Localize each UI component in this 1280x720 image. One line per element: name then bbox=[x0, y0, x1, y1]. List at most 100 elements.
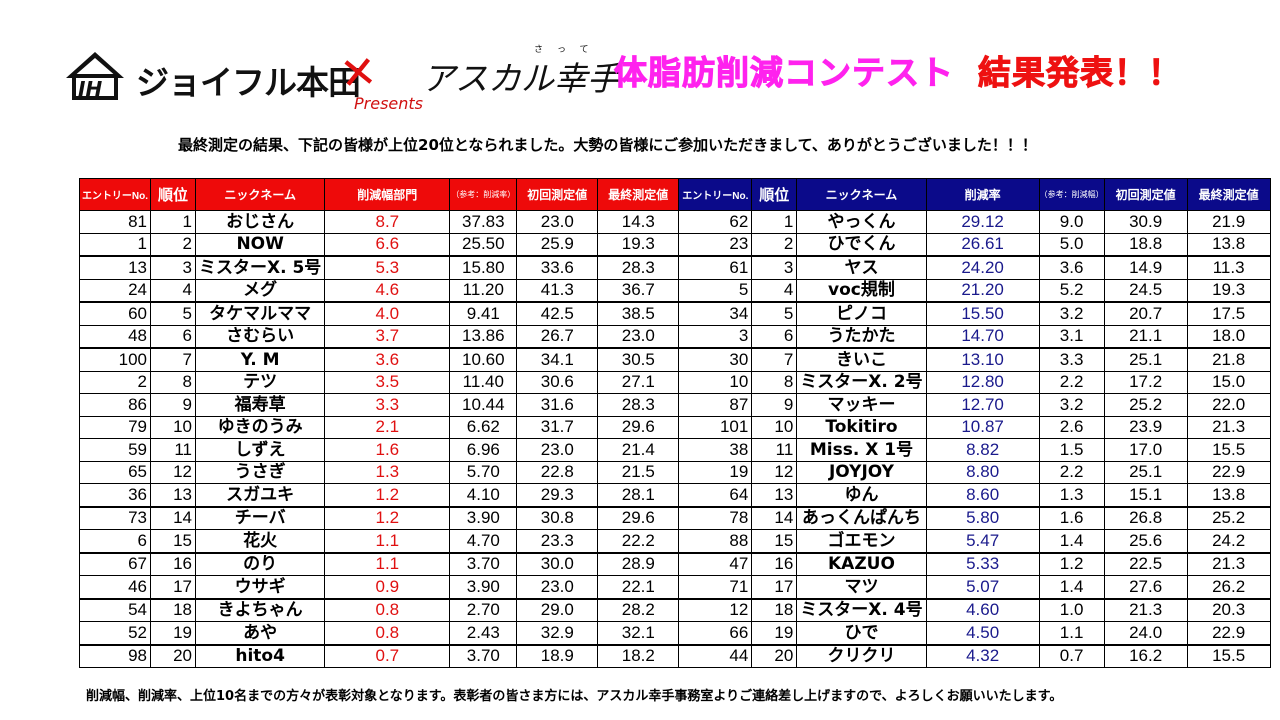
cell-left-rank: 20 bbox=[150, 644, 196, 668]
cell-right-ref-reduction: 1.5 bbox=[1038, 438, 1105, 462]
cell-left-reduction: 0.9 bbox=[324, 575, 451, 600]
cell-left-ref-rate: 6.96 bbox=[449, 438, 518, 462]
cell-left-first: 33.6 bbox=[516, 256, 599, 280]
cell-right-rate: 21.20 bbox=[925, 279, 1040, 303]
cell-right-entry: 71 bbox=[678, 575, 753, 600]
cell-left-final: 28.3 bbox=[597, 256, 680, 280]
table-row: 59 11 しずえ 1.6 6.96 23.0 21.4 38 11 Miss. X 1号 8.82… bbox=[79, 438, 1271, 462]
cell-right-rank: 11 bbox=[751, 438, 798, 462]
cell-right-rank: 9 bbox=[751, 393, 798, 417]
table-row: 46 17 ウサギ 0.9 3.90 23.0 22.1 71 17 マツ 5.07 1.4 27.6 2… bbox=[79, 575, 1271, 600]
cell-left-final: 30.5 bbox=[597, 348, 680, 372]
cell-left-entry: 73 bbox=[79, 506, 151, 530]
cell-right-nickname: ピノコ bbox=[796, 302, 927, 326]
cell-left-entry: 48 bbox=[79, 325, 151, 349]
svg-text:JH: JH bbox=[74, 77, 102, 100]
cell-left-entry: 46 bbox=[79, 575, 151, 600]
cell-right-final: 22.9 bbox=[1186, 621, 1271, 646]
cell-right-ref-reduction: 9.0 bbox=[1038, 210, 1105, 234]
cell-right-final: 21.8 bbox=[1186, 348, 1271, 372]
cell-right-rate: 8.80 bbox=[925, 461, 1040, 484]
cell-right-first: 25.2 bbox=[1103, 393, 1188, 417]
table-row: 52 19 あや 0.8 2.43 32.9 32.1 66 19 ひで 4.50 1.1 24.0 22… bbox=[79, 621, 1271, 646]
cell-left-nickname: のり bbox=[194, 552, 326, 576]
cell-left-first: 30.8 bbox=[516, 506, 599, 530]
cell-right-entry: 62 bbox=[678, 210, 753, 234]
cell-right-ref-reduction: 3.6 bbox=[1038, 256, 1105, 280]
cell-left-nickname: ミスターX. 5号 bbox=[194, 256, 326, 280]
cell-right-rate: 8.60 bbox=[925, 483, 1040, 508]
cell-left-entry: 2 bbox=[79, 371, 151, 394]
cell-right-ref-reduction: 1.1 bbox=[1038, 621, 1105, 646]
cell-right-ref-reduction: 1.2 bbox=[1038, 552, 1105, 576]
cell-left-final: 14.3 bbox=[597, 210, 680, 234]
cell-right-nickname: ミスターX. 2号 bbox=[796, 371, 927, 394]
cell-left-first: 29.3 bbox=[516, 483, 599, 508]
cell-right-entry: 10 bbox=[678, 371, 753, 394]
partner-ruby: さって bbox=[534, 45, 603, 55]
table-row: 98 20 hito4 0.7 3.70 18.9 18.2 44 20 クリクリ 4.32 0.7 1… bbox=[79, 644, 1271, 668]
cell-left-rank: 11 bbox=[150, 438, 196, 462]
cell-left-nickname: チーバ bbox=[194, 506, 326, 530]
cell-left-final: 21.4 bbox=[597, 438, 680, 462]
cell-left-reduction: 1.3 bbox=[324, 461, 451, 484]
cell-right-first: 22.5 bbox=[1103, 552, 1188, 576]
cell-left-nickname: メグ bbox=[194, 279, 326, 303]
cell-left-reduction: 1.6 bbox=[324, 438, 451, 462]
results-table: エントリーNo. 順位 ニックネーム 削減幅部門 （参考：削減率） 初回測定値 … bbox=[79, 178, 1271, 668]
header-right-nickname: ニックネーム bbox=[796, 178, 927, 211]
cell-right-nickname: ゴエモン bbox=[796, 529, 927, 554]
cell-right-final: 24.2 bbox=[1186, 529, 1271, 554]
cell-left-first: 32.9 bbox=[516, 621, 599, 646]
cell-left-entry: 1 bbox=[79, 233, 151, 257]
cell-right-first: 24.0 bbox=[1103, 621, 1188, 646]
cell-left-final: 22.2 bbox=[597, 529, 680, 554]
cell-left-entry: 59 bbox=[79, 438, 151, 462]
cell-right-final: 15.5 bbox=[1186, 644, 1271, 668]
cell-right-entry: 64 bbox=[678, 483, 753, 508]
cell-right-nickname: ひでくん bbox=[796, 233, 927, 257]
cell-left-reduction: 3.3 bbox=[324, 393, 451, 417]
cell-right-final: 18.0 bbox=[1186, 325, 1271, 349]
cell-right-final: 13.8 bbox=[1186, 233, 1271, 257]
cell-left-reduction: 3.6 bbox=[324, 348, 451, 372]
cell-left-nickname: スガユキ bbox=[194, 483, 326, 508]
cell-left-rank: 9 bbox=[150, 393, 196, 417]
table-row: 81 1 おじさん 8.7 37.83 23.0 14.3 62 1 やっくん 29.12 9.0 30… bbox=[79, 210, 1271, 234]
cell-right-first: 30.9 bbox=[1103, 210, 1188, 234]
cell-right-entry: 61 bbox=[678, 256, 753, 280]
cell-left-first: 30.6 bbox=[516, 371, 599, 394]
cell-left-first: 34.1 bbox=[516, 348, 599, 372]
page-title: 体脂肪削減コンテスト 結果発表！！ bbox=[614, 46, 1182, 94]
cell-right-rate: 4.32 bbox=[925, 644, 1040, 668]
cell-left-first: 23.0 bbox=[516, 575, 599, 600]
table-row: 60 5 タケマルママ 4.0 9.41 42.5 38.5 34 5 ピノコ 15.50 3.2 20… bbox=[79, 302, 1271, 326]
cell-left-rank: 3 bbox=[150, 256, 196, 280]
cell-right-final: 21.9 bbox=[1186, 210, 1271, 234]
cell-left-rank: 10 bbox=[150, 416, 196, 439]
cell-right-entry: 5 bbox=[678, 279, 753, 303]
cell-right-first: 18.8 bbox=[1103, 233, 1188, 257]
table-row: 79 10 ゆきのうみ 2.1 6.62 31.7 29.6 101 10 Tokitiro 10.… bbox=[79, 416, 1271, 439]
cell-right-nickname: Miss. X 1号 bbox=[796, 438, 927, 462]
cell-left-nickname: テツ bbox=[194, 371, 326, 394]
header-right-first: 初回測定値 bbox=[1103, 178, 1188, 211]
cell-right-entry: 87 bbox=[678, 393, 753, 417]
cell-right-rate: 26.61 bbox=[925, 233, 1040, 257]
cell-left-nickname: 福寿草 bbox=[194, 393, 326, 417]
cell-right-entry: 101 bbox=[678, 416, 753, 439]
table-row: 67 16 のり 1.1 3.70 30.0 28.9 47 16 KAZUO 5.33 1.2 22.… bbox=[79, 552, 1271, 576]
cell-left-rank: 7 bbox=[150, 348, 196, 372]
cell-right-rank: 15 bbox=[751, 529, 798, 554]
cell-left-nickname: おじさん bbox=[194, 210, 326, 234]
cell-right-final: 22.9 bbox=[1186, 461, 1271, 484]
cell-right-ref-reduction: 2.6 bbox=[1038, 416, 1105, 439]
cell-left-rank: 15 bbox=[150, 529, 196, 554]
header-left-first: 初回測定値 bbox=[516, 178, 599, 211]
cell-left-entry: 67 bbox=[79, 552, 151, 576]
cell-right-final: 21.3 bbox=[1186, 552, 1271, 576]
cell-right-entry: 30 bbox=[678, 348, 753, 372]
header-left-ref-rate: （参考：削減率） bbox=[449, 178, 518, 211]
cell-right-ref-reduction: 3.3 bbox=[1038, 348, 1105, 372]
cell-right-rate: 5.07 bbox=[925, 575, 1040, 600]
